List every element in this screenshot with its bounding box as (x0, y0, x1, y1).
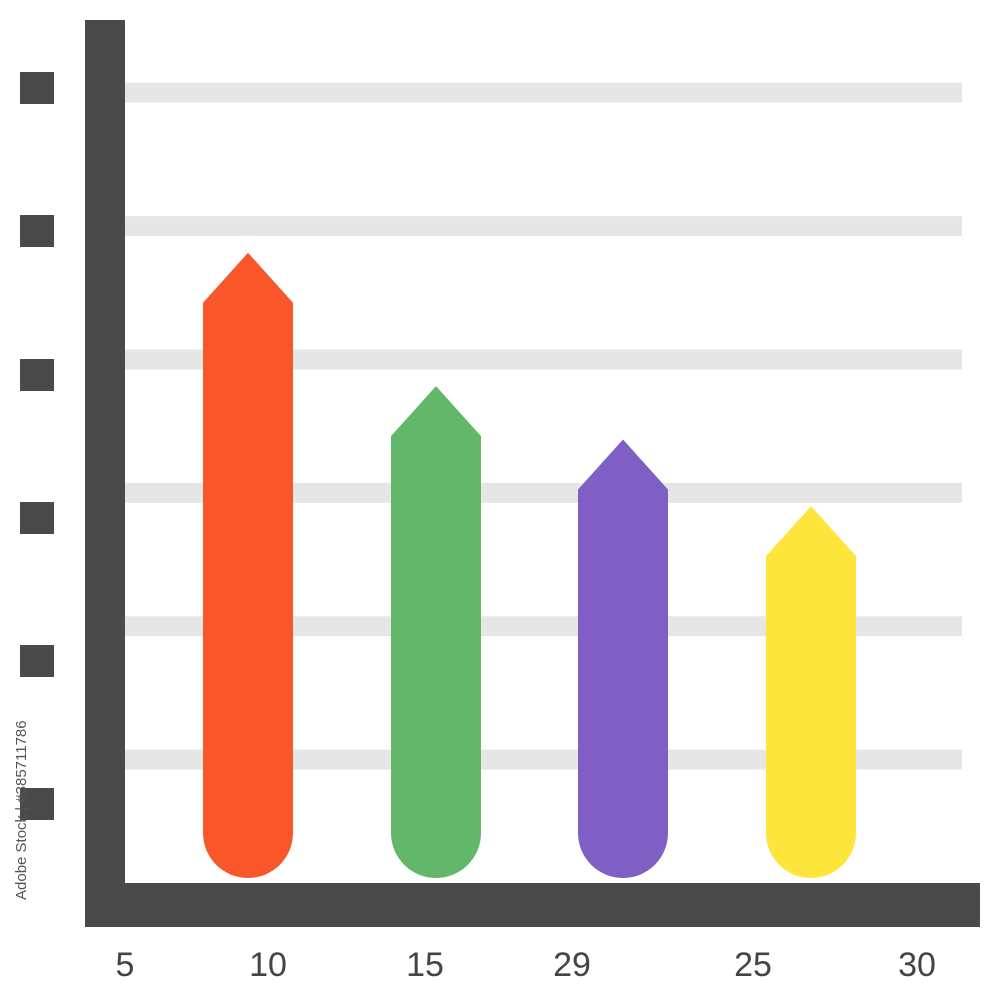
grid-line (125, 749, 962, 770)
axis-square (20, 359, 54, 391)
bars (203, 252, 856, 878)
axis-square (20, 788, 54, 820)
bar (578, 439, 668, 878)
bar (391, 386, 481, 878)
x-label: 29 (553, 946, 591, 984)
grid-line (125, 482, 962, 503)
bar (766, 506, 856, 878)
x-label: 5 (116, 946, 135, 984)
grid-line (125, 616, 962, 637)
axis-square (20, 215, 54, 247)
watermark: Adobe Stock | #385711786 (13, 720, 30, 900)
y-axis (85, 20, 125, 927)
grid (125, 82, 962, 770)
x-label: 30 (898, 946, 936, 984)
axis-square (20, 502, 54, 534)
axis-square (20, 72, 54, 104)
grid-line (125, 216, 962, 237)
grid-line (125, 82, 962, 103)
grid-line (125, 349, 962, 370)
axis-square (20, 645, 54, 677)
x-axis (85, 883, 980, 927)
x-labels: 5 10 15 29 25 30 (116, 946, 936, 984)
x-label: 10 (249, 946, 287, 984)
x-label: 25 (734, 946, 772, 984)
y-axis-squares (20, 72, 54, 820)
x-label: 15 (406, 946, 444, 984)
bar (203, 252, 293, 878)
